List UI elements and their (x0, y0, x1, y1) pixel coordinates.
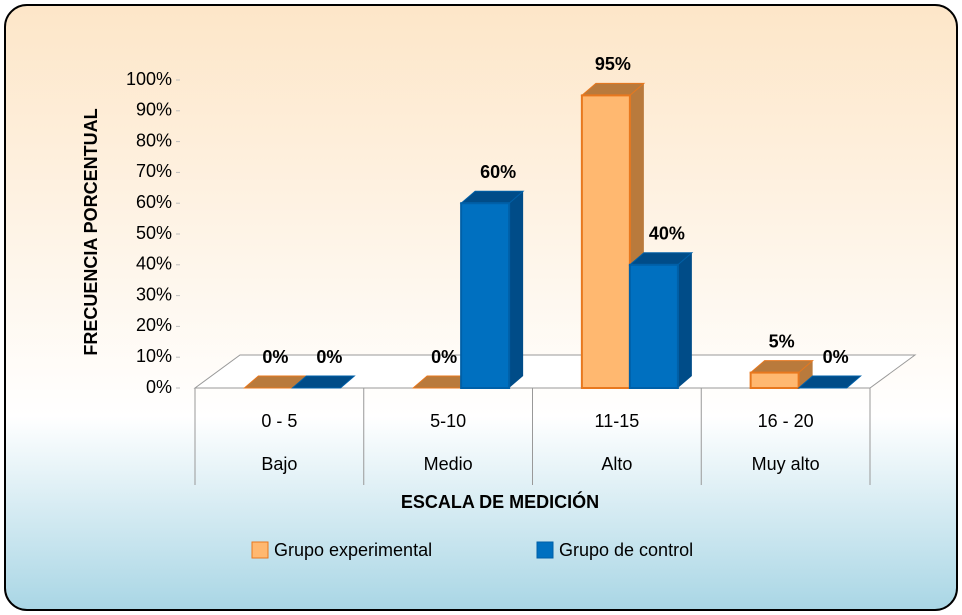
data-label: 40% (649, 224, 685, 244)
y-tick-label: 0% (146, 377, 172, 397)
bar-top (291, 375, 356, 389)
y-tick-label: 80% (136, 130, 172, 150)
x-axis-title: ESCALA DE MEDICIÓN (401, 491, 599, 512)
legend-label: Grupo experimental (274, 540, 432, 560)
legend-swatch (251, 541, 269, 559)
data-label: 0% (316, 347, 342, 367)
y-tick-label: 100% (126, 69, 172, 89)
y-tick-label: 70% (136, 161, 172, 181)
y-tick-label: 50% (136, 223, 172, 243)
x-group-label: Muy alto (752, 454, 820, 474)
data-label: 95% (595, 54, 631, 74)
y-tick-label: 10% (136, 346, 172, 366)
bar-side (677, 252, 692, 388)
x-tick-label: 5-10 (430, 411, 466, 431)
data-label: 0% (823, 347, 849, 367)
bar-side (798, 360, 813, 388)
bar-side (509, 191, 524, 388)
bar (580, 94, 631, 390)
data-label: 60% (480, 162, 516, 182)
bar (460, 202, 511, 389)
y-axis-title: FRECUENCIA PORCENTUAL (81, 108, 101, 355)
legend-swatch (536, 541, 554, 559)
bar (749, 371, 800, 390)
y-tick-label: 20% (136, 315, 172, 335)
legend-label: Grupo de control (559, 540, 693, 560)
y-tick-label: 60% (136, 192, 172, 212)
x-group-label: Bajo (261, 454, 297, 474)
x-group-label: Alto (601, 454, 632, 474)
x-tick-label: 16 - 20 (758, 411, 814, 431)
data-label: 0% (431, 347, 457, 367)
y-tick-label: 90% (136, 100, 172, 120)
bar-top (797, 375, 862, 389)
data-label: 5% (769, 331, 795, 351)
y-tick-label: 40% (136, 254, 172, 274)
x-tick-label: 11-15 (595, 411, 640, 431)
y-tick-label: 30% (136, 284, 172, 304)
bar (628, 263, 679, 389)
x-group-label: Medio (424, 454, 473, 474)
data-label: 0% (262, 347, 288, 367)
x-tick-label: 0 - 5 (261, 411, 297, 431)
